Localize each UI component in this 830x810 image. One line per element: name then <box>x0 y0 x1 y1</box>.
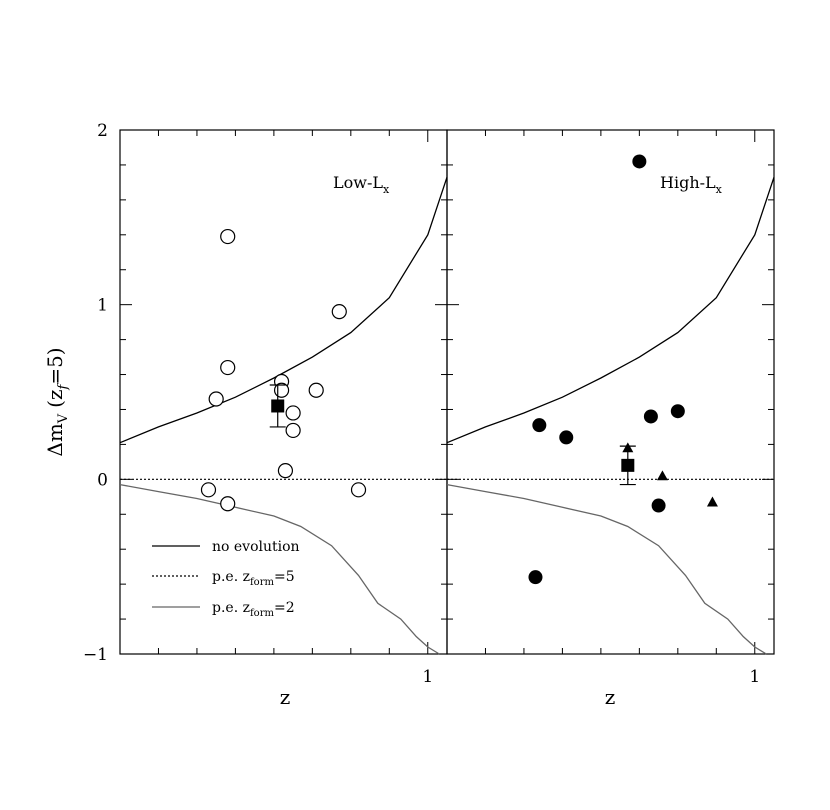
data-point-open-circle <box>285 422 301 439</box>
data-point-filled-circle <box>670 404 685 419</box>
data-point-open-circle <box>308 382 324 398</box>
x-tick-label: 1 <box>422 667 433 687</box>
y-tick-label: 1 <box>97 296 108 316</box>
data-point-filled-circle <box>532 418 547 433</box>
data-point-open-circle <box>331 304 347 320</box>
data-point-open-circle <box>220 359 236 376</box>
y-tick-label: −1 <box>83 645 108 665</box>
x-tick-label: 1 <box>749 667 760 687</box>
y-axis-label: ΔmV(zf=5) <box>43 347 71 456</box>
panel-high-lx: 1 <box>446 129 775 687</box>
panel-title-right: High-Lx <box>660 173 723 196</box>
x-axis-label-right: z <box>605 685 616 709</box>
curve-pe-zform2 <box>446 483 767 655</box>
data-point-open-circle <box>208 391 224 407</box>
data-point-filled-circle <box>528 570 543 585</box>
x-axis-label-left: z <box>280 685 291 709</box>
data-point-filled-circle <box>632 154 647 169</box>
data-point-open-circle <box>220 228 236 245</box>
plot-frame <box>446 129 775 655</box>
data-point-filled-triangle <box>706 496 718 507</box>
legend-label-pe2: p.e. zform=2 <box>212 600 295 619</box>
curve-no-evolution <box>446 176 775 444</box>
data-point-filled-triangle <box>656 470 668 481</box>
panel-title-left: Low-Lx <box>333 173 390 196</box>
data-point-open-circle <box>220 496 236 512</box>
data-point-open-circle <box>200 482 217 498</box>
curve-pe-zform2 <box>119 483 440 655</box>
panel-low-lx: 1 2 1 0 −1 <box>83 121 448 687</box>
data-point-open-circle <box>350 482 367 498</box>
data-point-open-circle <box>285 405 301 421</box>
legend-label-no-evolution: no evolution <box>212 539 300 555</box>
data-point-filled-square <box>271 399 285 413</box>
data-point-open-circle <box>277 463 294 479</box>
y-tick-label: 2 <box>97 121 108 141</box>
legend-label-pe5: p.e. zform=5 <box>212 569 295 588</box>
data-point-filled-circle <box>559 430 574 445</box>
data-point-filled-circle <box>651 498 666 513</box>
curve-no-evolution <box>119 176 448 444</box>
y-tick-label: 0 <box>97 470 108 490</box>
legend: no evolution p.e. zform=5 p.e. zform=2 <box>152 539 300 619</box>
data-point-filled-circle <box>643 409 658 424</box>
data-point-filled-square <box>621 458 635 472</box>
